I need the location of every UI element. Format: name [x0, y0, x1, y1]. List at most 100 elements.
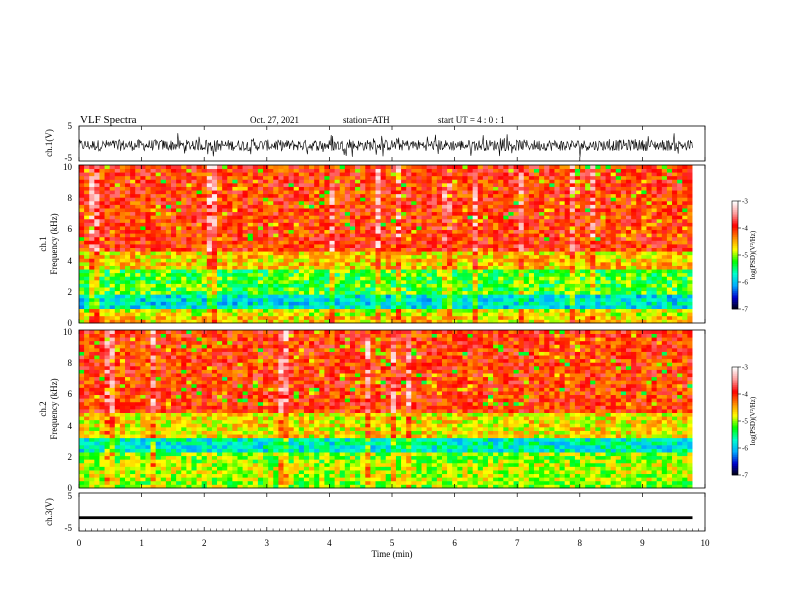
spectrogram-cell	[636, 236, 642, 241]
spectrogram-cell	[145, 319, 151, 324]
spectrogram-cell	[447, 297, 453, 302]
spectrogram-cell	[324, 261, 330, 266]
spectrogram-cell	[426, 236, 433, 241]
spectrogram-cell	[523, 272, 530, 277]
spectrogram-cell	[467, 172, 474, 177]
spectrogram-cell	[155, 197, 162, 202]
spectrogram-cell	[595, 204, 601, 209]
spectrogram-cell	[349, 215, 356, 220]
spectrogram-cell	[605, 287, 612, 292]
spectrogram-cell	[227, 215, 233, 220]
spectrogram-cell	[298, 200, 305, 205]
spectrogram-cell	[150, 287, 157, 292]
spectrogram-cell	[380, 315, 387, 320]
spectrogram-cell	[477, 175, 484, 180]
spectrogram-cell	[595, 319, 601, 324]
spectrogram-cell	[487, 315, 494, 320]
spectrogram-cell	[482, 294, 489, 299]
spectrogram-cell	[309, 197, 315, 202]
spectrogram-cell	[232, 226, 238, 231]
spectrogram-cell	[349, 204, 356, 209]
spectrogram-cell	[227, 197, 233, 202]
spectrogram-cell	[242, 186, 249, 191]
spectrogram-cell	[528, 240, 535, 245]
spectrogram-cell	[94, 204, 100, 209]
spectrogram-cell	[298, 193, 305, 198]
spectrogram-cell	[656, 297, 663, 302]
spectrogram-cell	[94, 175, 100, 180]
spectrogram-cell	[559, 186, 566, 191]
spectrogram-cell	[79, 279, 85, 284]
spectrogram-cell	[472, 193, 479, 198]
spectrogram-cell	[324, 276, 330, 281]
spectrogram-cell	[631, 287, 637, 292]
spectrogram-cell	[84, 247, 90, 252]
spectrogram-cell	[590, 190, 596, 195]
spectrogram-cell	[324, 247, 330, 252]
spectrogram-cell	[309, 179, 315, 184]
spectrogram-cell	[421, 247, 428, 252]
spectrogram-cell	[140, 175, 146, 180]
spectrogram-cell	[222, 208, 228, 213]
spectrogram-cell	[140, 200, 146, 205]
spectrogram-cell	[339, 290, 346, 295]
spectrogram-cell	[457, 233, 463, 238]
spectrogram-cell	[467, 265, 474, 270]
spectrogram-cell	[334, 211, 341, 216]
spectrogram-cell	[145, 193, 151, 198]
spectrogram-cell	[585, 208, 591, 213]
spectrogram-cell	[462, 279, 468, 284]
spectrogram-cell	[395, 236, 402, 241]
spectrogram-cell	[441, 283, 448, 288]
spectrogram-cell	[130, 251, 136, 256]
spectrogram-cell	[303, 283, 310, 288]
spectrogram-cell	[227, 229, 233, 234]
spectrogram-cell	[171, 226, 177, 231]
spectrogram-cell	[160, 254, 167, 259]
spectrogram-cell	[155, 193, 162, 198]
spectrogram-cell	[247, 269, 254, 274]
spectrogram-cell	[406, 175, 412, 180]
spectrogram-cell	[232, 247, 238, 252]
spectrogram-cell	[104, 200, 111, 205]
spectrogram-cell	[89, 197, 95, 202]
spectrogram-cell	[595, 305, 601, 310]
spectrogram-cell	[99, 265, 105, 270]
spectrogram-cell	[605, 172, 612, 177]
spectrogram-cell	[636, 211, 642, 216]
spectrogram-cell	[626, 226, 632, 231]
spectrogram-cell	[211, 297, 218, 302]
spectrogram-cell	[206, 197, 213, 202]
spectrogram-cell	[626, 218, 632, 223]
spectrogram-cell	[401, 279, 407, 284]
spectrogram-cell	[237, 240, 243, 245]
spectrogram-cell	[165, 168, 172, 173]
spectrogram-cell	[498, 222, 504, 227]
spectrogram-cell	[406, 182, 412, 187]
spectrogram-cell	[324, 305, 330, 310]
spectrogram-cell	[549, 215, 555, 220]
spectrogram-cell	[119, 222, 126, 227]
spectrogram-cell	[631, 251, 637, 256]
spectrogram-cell	[395, 294, 402, 299]
spectrogram-cell	[467, 301, 474, 306]
spectrogram-cell	[605, 200, 612, 205]
spectrogram-cell	[421, 236, 428, 241]
spectrogram-cell	[467, 297, 474, 302]
spectrogram-cell	[595, 315, 601, 320]
spectrogram-cell	[201, 182, 208, 187]
spectrogram-cell	[349, 290, 356, 295]
spectrogram-cell	[293, 290, 300, 295]
spectrogram-cell	[176, 312, 182, 317]
spectrogram-cell	[636, 312, 642, 317]
spectrogram-cell	[539, 294, 545, 299]
spectrogram-cell	[534, 258, 540, 263]
spectrogram-cell	[600, 190, 606, 195]
spectrogram-cell	[191, 258, 197, 263]
spectrogram-cell	[620, 226, 627, 231]
spectrogram-cell	[268, 208, 274, 213]
spectrogram-cell	[385, 247, 392, 252]
spectrogram-cell	[191, 200, 197, 205]
spectrogram-cell	[252, 186, 259, 191]
spectrogram-cell	[94, 215, 100, 220]
